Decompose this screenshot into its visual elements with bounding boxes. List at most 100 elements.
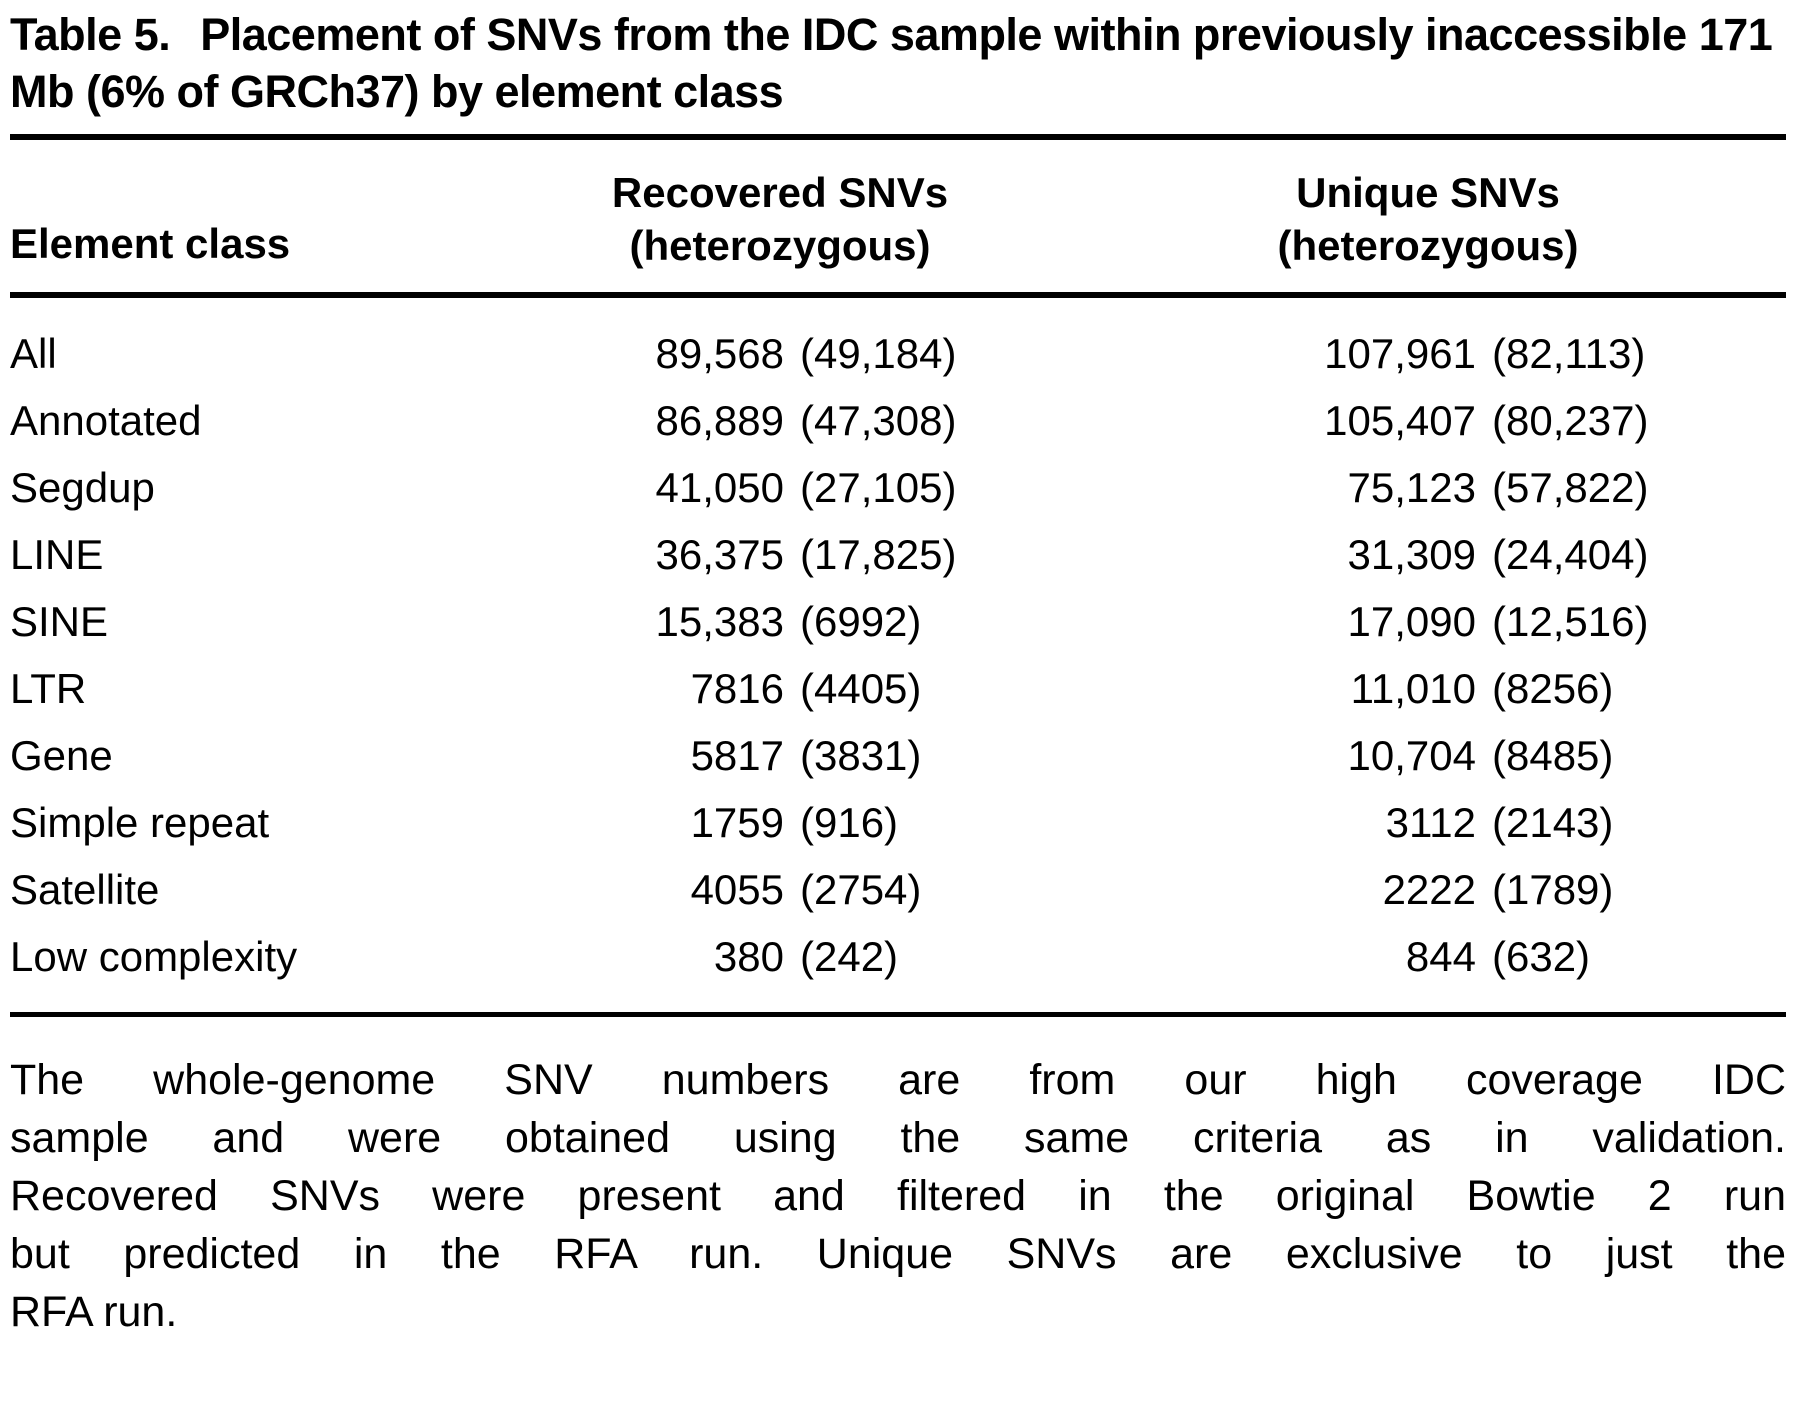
cell-element-class: Low complexity	[10, 933, 298, 980]
unique-value: 2222	[1382, 866, 1476, 913]
cell-recovered-snvs: 89,568 (49,184)	[490, 320, 1040, 387]
header-rule-divider	[10, 292, 1786, 298]
cell-element-class: LINE	[10, 531, 104, 578]
unique-value: 75,123	[1347, 464, 1476, 511]
recovered-value: 7816	[690, 665, 784, 712]
cell-recovered-snvs: 7816 (4405)	[490, 655, 1040, 722]
recovered-value: 41,050	[655, 464, 784, 511]
cell-unique-snvs: 31,309 (24,404)	[1040, 521, 1786, 588]
unique-het-value: (8256)	[1492, 665, 1614, 712]
unique-het-value: (82,113)	[1492, 330, 1646, 377]
top-rule-divider	[10, 134, 1786, 140]
unique-value: 31,309	[1347, 531, 1476, 578]
table-row: Annotated 86,889 (47,308) 105,407 (80,237)	[10, 387, 1786, 454]
recovered-value: 1759	[690, 799, 784, 846]
cell-unique-snvs: 11,010 (8256)	[1040, 655, 1786, 722]
unique-value: 107,961	[1324, 330, 1476, 377]
cell-unique-snvs: 75,123 (57,822)	[1040, 454, 1786, 521]
cell-element-class: All	[10, 330, 57, 377]
column-header-unique-snvs: Unique SNVs (heterozygous)	[1070, 166, 1786, 272]
table-title: Table 5. Placement of SNVs from the IDC s…	[10, 6, 1786, 120]
footnote-line: RFA run.	[10, 1288, 178, 1336]
column-header-unique-line2: (heterozygous)	[1277, 222, 1579, 269]
recovered-het-value: (27,105)	[800, 464, 957, 511]
cell-unique-snvs: 3112 (2143)	[1040, 789, 1786, 856]
cell-recovered-snvs: 5817 (3831)	[490, 722, 1040, 789]
cell-element-class: Gene	[10, 732, 113, 779]
table-number-label: Table 5.	[10, 9, 171, 60]
unique-het-value: (57,822)	[1492, 464, 1649, 511]
table-row: Gene 5817 (3831) 10,704 (8485)	[10, 722, 1786, 789]
cell-unique-snvs: 17,090 (12,516)	[1040, 588, 1786, 655]
recovered-het-value: (242)	[800, 933, 899, 980]
unique-value: 3112	[1385, 799, 1476, 846]
recovered-value: 89,568	[655, 330, 784, 377]
column-header-element-class: Element class	[10, 220, 291, 267]
cell-recovered-snvs: 1759 (916)	[490, 789, 1040, 856]
recovered-value: 380	[713, 933, 784, 980]
cell-element-class: Segdup	[10, 464, 155, 511]
unique-het-value: (632)	[1492, 933, 1591, 980]
recovered-het-value: (17,825)	[800, 531, 957, 578]
cell-recovered-snvs: 86,889 (47,308)	[490, 387, 1040, 454]
recovered-value: 86,889	[655, 397, 784, 444]
cell-element-class: Simple repeat	[10, 799, 270, 846]
unique-het-value: (12,516)	[1492, 598, 1649, 645]
unique-het-value: (24,404)	[1492, 531, 1649, 578]
recovered-het-value: (47,308)	[800, 397, 957, 444]
cell-element-class: Satellite	[10, 866, 160, 913]
unique-het-value: (8485)	[1492, 732, 1614, 779]
cell-recovered-snvs: 41,050 (27,105)	[490, 454, 1040, 521]
cell-unique-snvs: 10,704 (8485)	[1040, 722, 1786, 789]
footnote-line: The whole-genome SNV numbers are from ou…	[10, 1056, 1786, 1104]
table-row: Simple repeat 1759 (916) 3112 (2143)	[10, 789, 1786, 856]
recovered-value: 36,375	[655, 531, 784, 578]
table-row: Satellite 4055 (2754) 2222 (1789)	[10, 856, 1786, 923]
unique-value: 844	[1405, 933, 1476, 980]
unique-het-value: (80,237)	[1492, 397, 1649, 444]
table-footnote: The whole-genome SNV numbers are from ou…	[10, 1051, 1786, 1341]
footnote-line: but predicted in the RFA run. Unique SNV…	[10, 1230, 1786, 1278]
table-row: SINE 15,383 (6992) 17,090 (12,516)	[10, 588, 1786, 655]
table-row: Segdup 41,050 (27,105) 75,123 (57,822)	[10, 454, 1786, 521]
unique-het-value: (2143)	[1492, 799, 1614, 846]
table-header-row: Element class Recovered SNVs (heterozygo…	[10, 166, 1786, 272]
table-row: Low complexity 380 (242) 844 (632)	[10, 923, 1786, 990]
unique-value: 105,407	[1324, 397, 1476, 444]
cell-unique-snvs: 2222 (1789)	[1040, 856, 1786, 923]
recovered-het-value: (49,184)	[800, 330, 957, 377]
cell-unique-snvs: 105,407 (80,237)	[1040, 387, 1786, 454]
table-row: All 89,568 (49,184) 107,961 (82,113)	[10, 320, 1786, 387]
column-header-recovered-line1: Recovered SNVs	[611, 169, 949, 216]
cell-recovered-snvs: 36,375 (17,825)	[490, 521, 1040, 588]
recovered-het-value: (2754)	[800, 866, 922, 913]
table-row: LINE 36,375 (17,825) 31,309 (24,404)	[10, 521, 1786, 588]
footnote-line: Recovered SNVs were present and filtered…	[10, 1172, 1786, 1220]
recovered-value: 5817	[690, 732, 784, 779]
cell-recovered-snvs: 4055 (2754)	[490, 856, 1040, 923]
unique-value: 11,010	[1350, 665, 1476, 712]
unique-value: 10,704	[1347, 732, 1476, 779]
unique-value: 17,090	[1347, 598, 1476, 645]
column-header-unique-line1: Unique SNVs	[1296, 169, 1560, 216]
recovered-het-value: (3831)	[800, 732, 922, 779]
bottom-rule-divider	[10, 1012, 1786, 1017]
column-header-recovered-snvs: Recovered SNVs (heterozygous)	[490, 166, 1070, 272]
footnote-line: sample and were obtained using the same …	[10, 1114, 1786, 1162]
cell-recovered-snvs: 380 (242)	[490, 923, 1040, 990]
recovered-value: 4055	[690, 866, 784, 913]
cell-unique-snvs: 107,961 (82,113)	[1040, 320, 1786, 387]
cell-recovered-snvs: 15,383 (6992)	[490, 588, 1040, 655]
cell-unique-snvs: 844 (632)	[1040, 923, 1786, 990]
recovered-value: 15,383	[655, 598, 784, 645]
cell-element-class: SINE	[10, 598, 109, 645]
table-title-text: Placement of SNVs from the IDC sample wi…	[10, 9, 1773, 117]
cell-element-class: Annotated	[10, 397, 202, 444]
column-header-recovered-line2: (heterozygous)	[629, 222, 931, 269]
recovered-het-value: (6992)	[800, 598, 922, 645]
recovered-het-value: (916)	[800, 799, 899, 846]
recovered-het-value: (4405)	[800, 665, 922, 712]
cell-element-class: LTR	[10, 665, 87, 712]
unique-het-value: (1789)	[1492, 866, 1614, 913]
